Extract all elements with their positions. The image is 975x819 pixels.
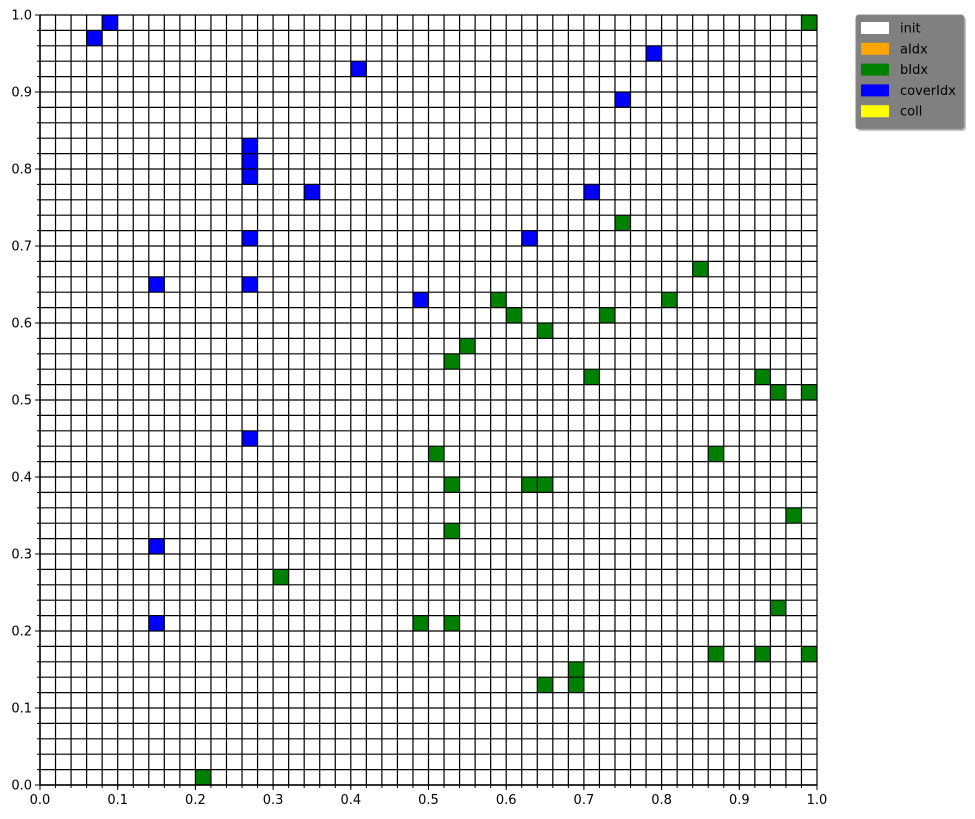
y-tick-label: 0.8	[11, 163, 32, 178]
filled-cells	[86, 15, 817, 785]
legend-swatch-coverIdx	[861, 84, 889, 97]
cell-bIdx	[568, 677, 584, 693]
x-tick-label: 0.4	[340, 793, 361, 808]
x-tick-label: 0.1	[107, 793, 128, 808]
cell-bIdx	[444, 353, 460, 370]
x-tick-label: 0.6	[496, 793, 517, 808]
legend-label-bIdx: bIdx	[900, 63, 928, 78]
cell-coverIdx	[86, 30, 103, 46]
x-tick-label: 0.8	[651, 793, 672, 808]
cell-coverIdx	[614, 92, 631, 108]
cell-bIdx	[412, 615, 429, 631]
cell-coverIdx	[102, 15, 118, 31]
cell-coverIdx	[242, 230, 258, 246]
y-tick-label: 0.9	[11, 86, 32, 101]
cell-coverIdx	[583, 184, 600, 200]
cell-coverIdx	[242, 138, 258, 154]
cell-coverIdx	[304, 184, 320, 200]
cell-bIdx	[568, 661, 584, 678]
legend-swatch-init	[861, 22, 889, 34]
y-tick-label: 0.0	[11, 779, 32, 794]
x-tick-label: 0.3	[263, 793, 284, 808]
y-tick-label: 0.3	[11, 548, 32, 563]
cell-bIdx	[195, 769, 211, 785]
cell-bIdx	[444, 523, 460, 539]
cell-bIdx	[428, 446, 445, 462]
legend-swatch-coll	[861, 105, 889, 118]
legend-swatch-bIdx	[861, 63, 889, 76]
cell-bIdx	[801, 646, 817, 662]
cell-bIdx	[770, 384, 786, 400]
cell-bIdx	[708, 446, 724, 462]
x-tick-label: 0.9	[729, 793, 750, 808]
y-tick-label: 0.5	[11, 394, 32, 409]
cell-bIdx	[661, 292, 678, 308]
cell-bIdx	[754, 646, 771, 662]
cell-bIdx	[785, 507, 802, 524]
legend-label-coll: coll	[900, 105, 922, 120]
cell-coverIdx	[242, 153, 258, 169]
cell-bIdx	[599, 307, 615, 323]
cell-bIdx	[537, 677, 553, 693]
legend-swatch-aIdx	[861, 42, 889, 55]
cell-coverIdx	[412, 292, 429, 308]
x-tick-label: 1.0	[807, 793, 828, 808]
y-tick-label: 0.6	[11, 317, 32, 332]
x-tick-label: 0.0	[30, 793, 51, 808]
cell-bIdx	[801, 384, 817, 400]
cell-bIdx	[273, 569, 289, 585]
cell-bIdx	[801, 15, 817, 31]
cell-bIdx	[506, 307, 522, 323]
cell-bIdx	[537, 323, 553, 339]
x-tick-label: 0.7	[574, 793, 595, 808]
legend-label-coverIdx: coverIdx	[900, 84, 956, 99]
cell-bIdx	[692, 261, 709, 277]
cell-coverIdx	[148, 538, 165, 554]
cell-bIdx	[708, 646, 724, 662]
y-tick-label: 0.2	[11, 625, 32, 640]
legend-label-init: init	[900, 22, 921, 37]
cell-coverIdx	[242, 430, 258, 447]
cell-coverIdx	[242, 169, 258, 185]
cell-bIdx	[444, 477, 460, 493]
cell-bIdx	[537, 477, 553, 493]
cell-bIdx	[521, 477, 538, 493]
cell-bIdx	[614, 215, 631, 231]
cell-coverIdx	[350, 61, 367, 77]
y-tick-label: 0.4	[11, 471, 32, 486]
cell-bIdx	[583, 369, 600, 385]
cell-bIdx	[770, 600, 786, 616]
y-tick-label: 0.1	[11, 702, 32, 717]
y-tick-label: 0.7	[11, 240, 32, 255]
cell-coverIdx	[242, 276, 258, 293]
cell-bIdx	[754, 369, 771, 385]
cell-bIdx	[490, 292, 507, 308]
cell-coverIdx	[646, 45, 662, 62]
axes: 0.0 0.1 0.2 0.3 0.4 0.5 0.6 0.7 0.8 0.9 1.0 0.0 0.1 0…	[11, 9, 827, 809]
cell-coverIdx	[521, 230, 538, 246]
legend: init aIdx bIdx coverIdx coll	[855, 14, 966, 131]
cell-bIdx	[444, 615, 460, 631]
x-tick-label: 0.2	[185, 793, 206, 808]
grid-lines	[39, 14, 818, 786]
legend-label-aIdx: aIdx	[900, 42, 928, 57]
cell-coverIdx	[148, 615, 165, 631]
cell-coverIdx	[148, 276, 165, 293]
x-tick-label: 0.5	[418, 793, 439, 808]
cell-bIdx	[459, 338, 476, 354]
y-tick-label: 1.0	[11, 9, 32, 24]
